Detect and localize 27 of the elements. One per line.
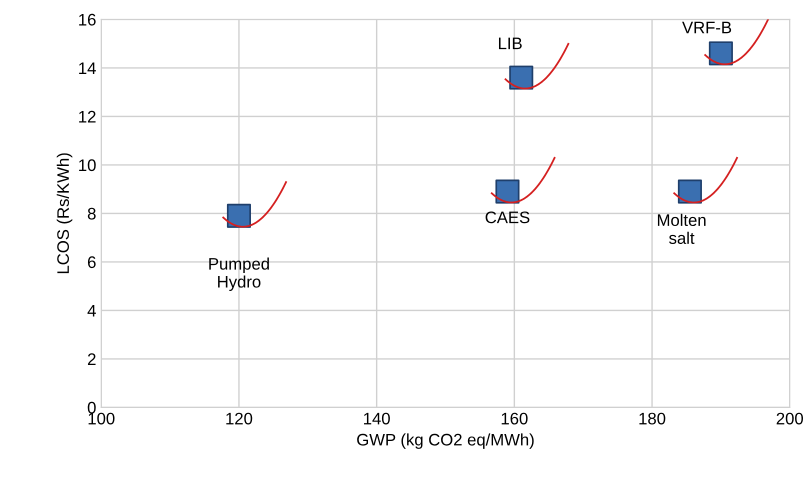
y-tick-label: 12 — [79, 110, 96, 122]
y-tick-label: 0 — [88, 402, 96, 414]
x-tick-label: 140 — [364, 412, 390, 425]
y-tick-label: 4 — [88, 304, 96, 316]
point — [708, 41, 733, 66]
x-tick-label: 180 — [639, 412, 666, 425]
x-tick-label: 120 — [226, 412, 252, 425]
point — [226, 204, 251, 228]
y-tick-label: 2 — [88, 353, 96, 365]
x-tick-label: 100 — [88, 412, 115, 425]
point — [495, 180, 520, 204]
y-tick-label: 10 — [79, 159, 96, 172]
annotation: Pumped Hydro — [209, 257, 269, 291]
y-tick-label: 6 — [88, 256, 96, 268]
x-tick-label: 200 — [776, 412, 804, 425]
y-tick-label: 14 — [79, 62, 96, 74]
annotation: VRF-B — [682, 22, 732, 34]
annotation: Molten salt — [658, 214, 706, 244]
x-tick-label: 160 — [502, 412, 528, 425]
point — [509, 66, 534, 90]
y-tick-label: 16 — [79, 14, 96, 26]
point — [678, 180, 702, 204]
annotation: CAES — [486, 211, 530, 224]
y-tick-label: 8 — [88, 208, 96, 220]
x-axis-title: GWP (kg CO2 eq/MWh) — [357, 433, 534, 449]
annotation: LIB — [498, 38, 522, 50]
y-axis-title: LCOS (Rs/KWh) — [56, 153, 72, 274]
